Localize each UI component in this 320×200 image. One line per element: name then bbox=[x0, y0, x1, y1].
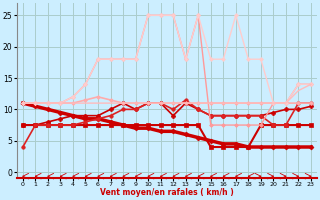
X-axis label: Vent moyen/en rafales ( km/h ): Vent moyen/en rafales ( km/h ) bbox=[100, 188, 234, 197]
